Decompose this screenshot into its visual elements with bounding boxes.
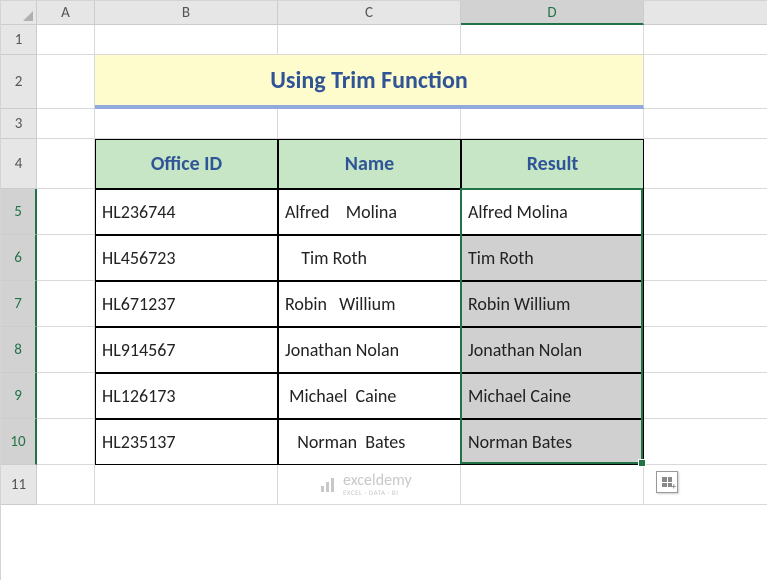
result-cell[interactable]: Michael Caine bbox=[461, 373, 644, 419]
name-cell[interactable]: Michael Caine bbox=[278, 373, 461, 419]
cell[interactable] bbox=[461, 109, 644, 139]
cell[interactable] bbox=[278, 109, 461, 139]
col-header-C[interactable]: C bbox=[278, 1, 461, 25]
cell[interactable] bbox=[37, 55, 95, 109]
row-header-10[interactable]: 10 bbox=[1, 419, 37, 465]
cell[interactable] bbox=[461, 25, 644, 55]
row-header-6[interactable]: 6 bbox=[1, 235, 37, 281]
result-cell[interactable]: Norman Bates bbox=[461, 419, 644, 465]
table-header-b[interactable]: Office ID bbox=[95, 139, 278, 189]
cell[interactable] bbox=[37, 465, 95, 505]
cell[interactable] bbox=[461, 465, 644, 505]
name-cell[interactable]: Robin Willium bbox=[278, 281, 461, 327]
cell[interactable] bbox=[644, 109, 767, 139]
col-header-B[interactable]: B bbox=[95, 1, 278, 25]
col-header-blank[interactable] bbox=[644, 1, 767, 25]
spreadsheet: ABCD 1234567891011 Using Trim Function Of… bbox=[0, 0, 767, 580]
cell[interactable] bbox=[644, 139, 767, 189]
result-cell[interactable]: Alfred Molina bbox=[461, 189, 644, 235]
result-cell[interactable]: Robin Willium bbox=[461, 281, 644, 327]
autofill-options-button[interactable]: + bbox=[656, 471, 678, 493]
row-header-9[interactable]: 9 bbox=[1, 373, 37, 419]
name-cell[interactable]: Tim Roth bbox=[278, 235, 461, 281]
office-id-cell[interactable]: HL671237 bbox=[95, 281, 278, 327]
cell[interactable] bbox=[644, 327, 767, 373]
table-header-d[interactable]: Result bbox=[461, 139, 644, 189]
cell[interactable] bbox=[644, 25, 767, 55]
bars-icon bbox=[321, 478, 337, 492]
cell[interactable] bbox=[37, 189, 95, 235]
cell[interactable] bbox=[37, 235, 95, 281]
cell[interactable] bbox=[644, 419, 767, 465]
result-cell[interactable]: Tim Roth bbox=[461, 235, 644, 281]
watermark-sub: EXCEL · DATA · BI bbox=[343, 489, 412, 496]
cell[interactable] bbox=[37, 419, 95, 465]
col-header-D[interactable]: D bbox=[461, 1, 644, 25]
row-header-3[interactable]: 3 bbox=[1, 109, 37, 139]
name-cell[interactable]: Norman Bates bbox=[278, 419, 461, 465]
office-id-cell[interactable]: HL126173 bbox=[95, 373, 278, 419]
cell[interactable] bbox=[37, 25, 95, 55]
cell[interactable] bbox=[95, 109, 278, 139]
select-all-corner[interactable] bbox=[1, 1, 37, 25]
result-cell[interactable]: Jonathan Nolan bbox=[461, 327, 644, 373]
name-cell[interactable]: Alfred Molina bbox=[278, 189, 461, 235]
cell[interactable] bbox=[644, 189, 767, 235]
office-id-cell[interactable]: HL235137 bbox=[95, 419, 278, 465]
col-header-A[interactable]: A bbox=[37, 1, 95, 25]
cell[interactable] bbox=[278, 25, 461, 55]
cell[interactable] bbox=[644, 281, 767, 327]
cell-grid: Using Trim Function Office IDNameResult HL… bbox=[37, 25, 767, 505]
name-cell[interactable]: Jonathan Nolan bbox=[278, 327, 461, 373]
cell[interactable] bbox=[644, 373, 767, 419]
row-headers: 1234567891011 bbox=[1, 25, 37, 505]
cell[interactable] bbox=[95, 465, 278, 505]
cell[interactable] bbox=[37, 109, 95, 139]
title-cell[interactable]: Using Trim Function bbox=[95, 55, 644, 109]
watermark: exceldemy EXCEL · DATA · BI bbox=[321, 473, 412, 496]
cell[interactable] bbox=[37, 327, 95, 373]
row-header-4[interactable]: 4 bbox=[1, 139, 37, 189]
office-id-cell[interactable]: HL456723 bbox=[95, 235, 278, 281]
row-header-7[interactable]: 7 bbox=[1, 281, 37, 327]
cell[interactable] bbox=[37, 139, 95, 189]
row-header-1[interactable]: 1 bbox=[1, 25, 37, 55]
watermark-brand: exceldemy bbox=[343, 473, 412, 489]
cell[interactable] bbox=[644, 55, 767, 109]
row-header-8[interactable]: 8 bbox=[1, 327, 37, 373]
column-headers: ABCD bbox=[37, 1, 767, 25]
row-header-2[interactable]: 2 bbox=[1, 55, 37, 109]
cell[interactable] bbox=[95, 25, 278, 55]
table-header-c[interactable]: Name bbox=[278, 139, 461, 189]
row-header-11[interactable]: 11 bbox=[1, 465, 37, 505]
cell[interactable] bbox=[37, 373, 95, 419]
office-id-cell[interactable]: HL236744 bbox=[95, 189, 278, 235]
row-header-5[interactable]: 5 bbox=[1, 189, 37, 235]
cell[interactable] bbox=[644, 235, 767, 281]
cell[interactable] bbox=[37, 281, 95, 327]
office-id-cell[interactable]: HL914567 bbox=[95, 327, 278, 373]
